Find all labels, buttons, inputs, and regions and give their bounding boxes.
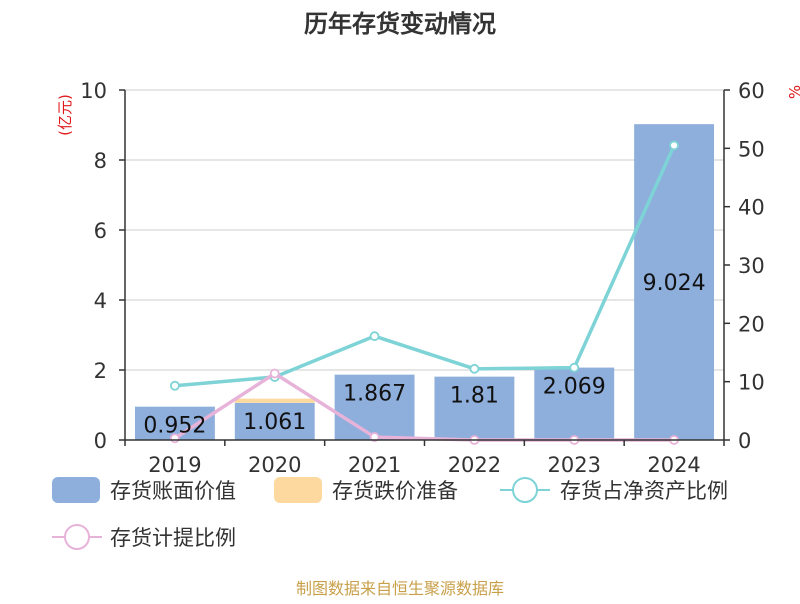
bar-value-label: 0.952	[143, 414, 206, 439]
bar-value-label: 9.024	[643, 271, 706, 296]
x-tick-label: 2024	[647, 453, 700, 477]
axes: 0 2 4 6 8 10 0 10 20 30 40 50 60 2019 2020 2021 2022 2023…	[80, 79, 764, 477]
bar-book-value	[534, 367, 615, 440]
bar-book-value	[434, 376, 515, 440]
legend-label: 存货计提比例	[110, 526, 236, 550]
bar-value-label: 1.867	[343, 382, 406, 407]
bar-book-value	[234, 402, 315, 440]
legend-label: 存货占净资产比例	[560, 479, 728, 503]
line-net-asset-ratio-point	[669, 140, 679, 151]
chart-title: 历年存货变动情况	[304, 10, 496, 38]
left-tick-label: 8	[94, 149, 107, 173]
bar-value-label: 2.069	[543, 375, 606, 400]
left-tick-label: 4	[94, 289, 107, 313]
x-tick-label: 2023	[548, 453, 601, 477]
x-tick-label: 2020	[248, 453, 301, 477]
x-tick-label: 2021	[348, 453, 401, 477]
bar-provision	[234, 398, 315, 403]
bar-book-value	[334, 374, 415, 440]
right-axis-unit: %	[786, 85, 800, 99]
legend-swatch	[52, 477, 100, 503]
right-tick-label: 60	[738, 79, 765, 103]
x-tick-label: 2019	[148, 453, 201, 477]
bar-value-labels: 0.952 1.061 1.867 1.81 2.069 9.024	[143, 271, 705, 439]
x-tick-label: 2022	[448, 453, 501, 477]
right-tick-label: 50	[738, 137, 765, 161]
right-tick-label: 20	[738, 312, 765, 336]
right-tick-label: 30	[738, 254, 765, 278]
legend-swatch-marker	[64, 524, 90, 550]
line-provision-ratio-point	[369, 432, 380, 442]
bar-value-label: 1.81	[450, 384, 499, 409]
legend-label: 存货账面价值	[110, 479, 236, 503]
right-tick-label: 40	[738, 196, 765, 220]
legend-label: 存货跌价准备	[332, 479, 458, 503]
line-net-asset-ratio-point	[369, 331, 380, 342]
bar-value-label: 1.061	[243, 410, 306, 435]
line-net-asset-ratio-point	[170, 380, 180, 391]
left-axis-unit: (亿元)	[56, 94, 74, 136]
legend-swatch-marker	[512, 477, 538, 503]
legend-swatch	[274, 477, 322, 503]
line-provision-ratio-point	[269, 368, 280, 379]
left-tick-label: 0	[94, 429, 107, 453]
bar-book-value	[634, 124, 715, 440]
bar-series	[134, 124, 715, 440]
right-tick-label: 0	[738, 429, 751, 453]
left-tick-label: 10	[80, 79, 107, 103]
source-note: 制图数据来自恒生聚源数据库	[296, 579, 504, 598]
line-net-asset-ratio-point	[569, 362, 580, 373]
line-net-asset-ratio-point	[469, 363, 480, 374]
left-tick-label: 2	[94, 359, 107, 383]
left-tick-label: 6	[94, 219, 107, 243]
right-tick-label: 10	[738, 371, 765, 395]
line-net-asset-ratio	[174, 144, 676, 388]
